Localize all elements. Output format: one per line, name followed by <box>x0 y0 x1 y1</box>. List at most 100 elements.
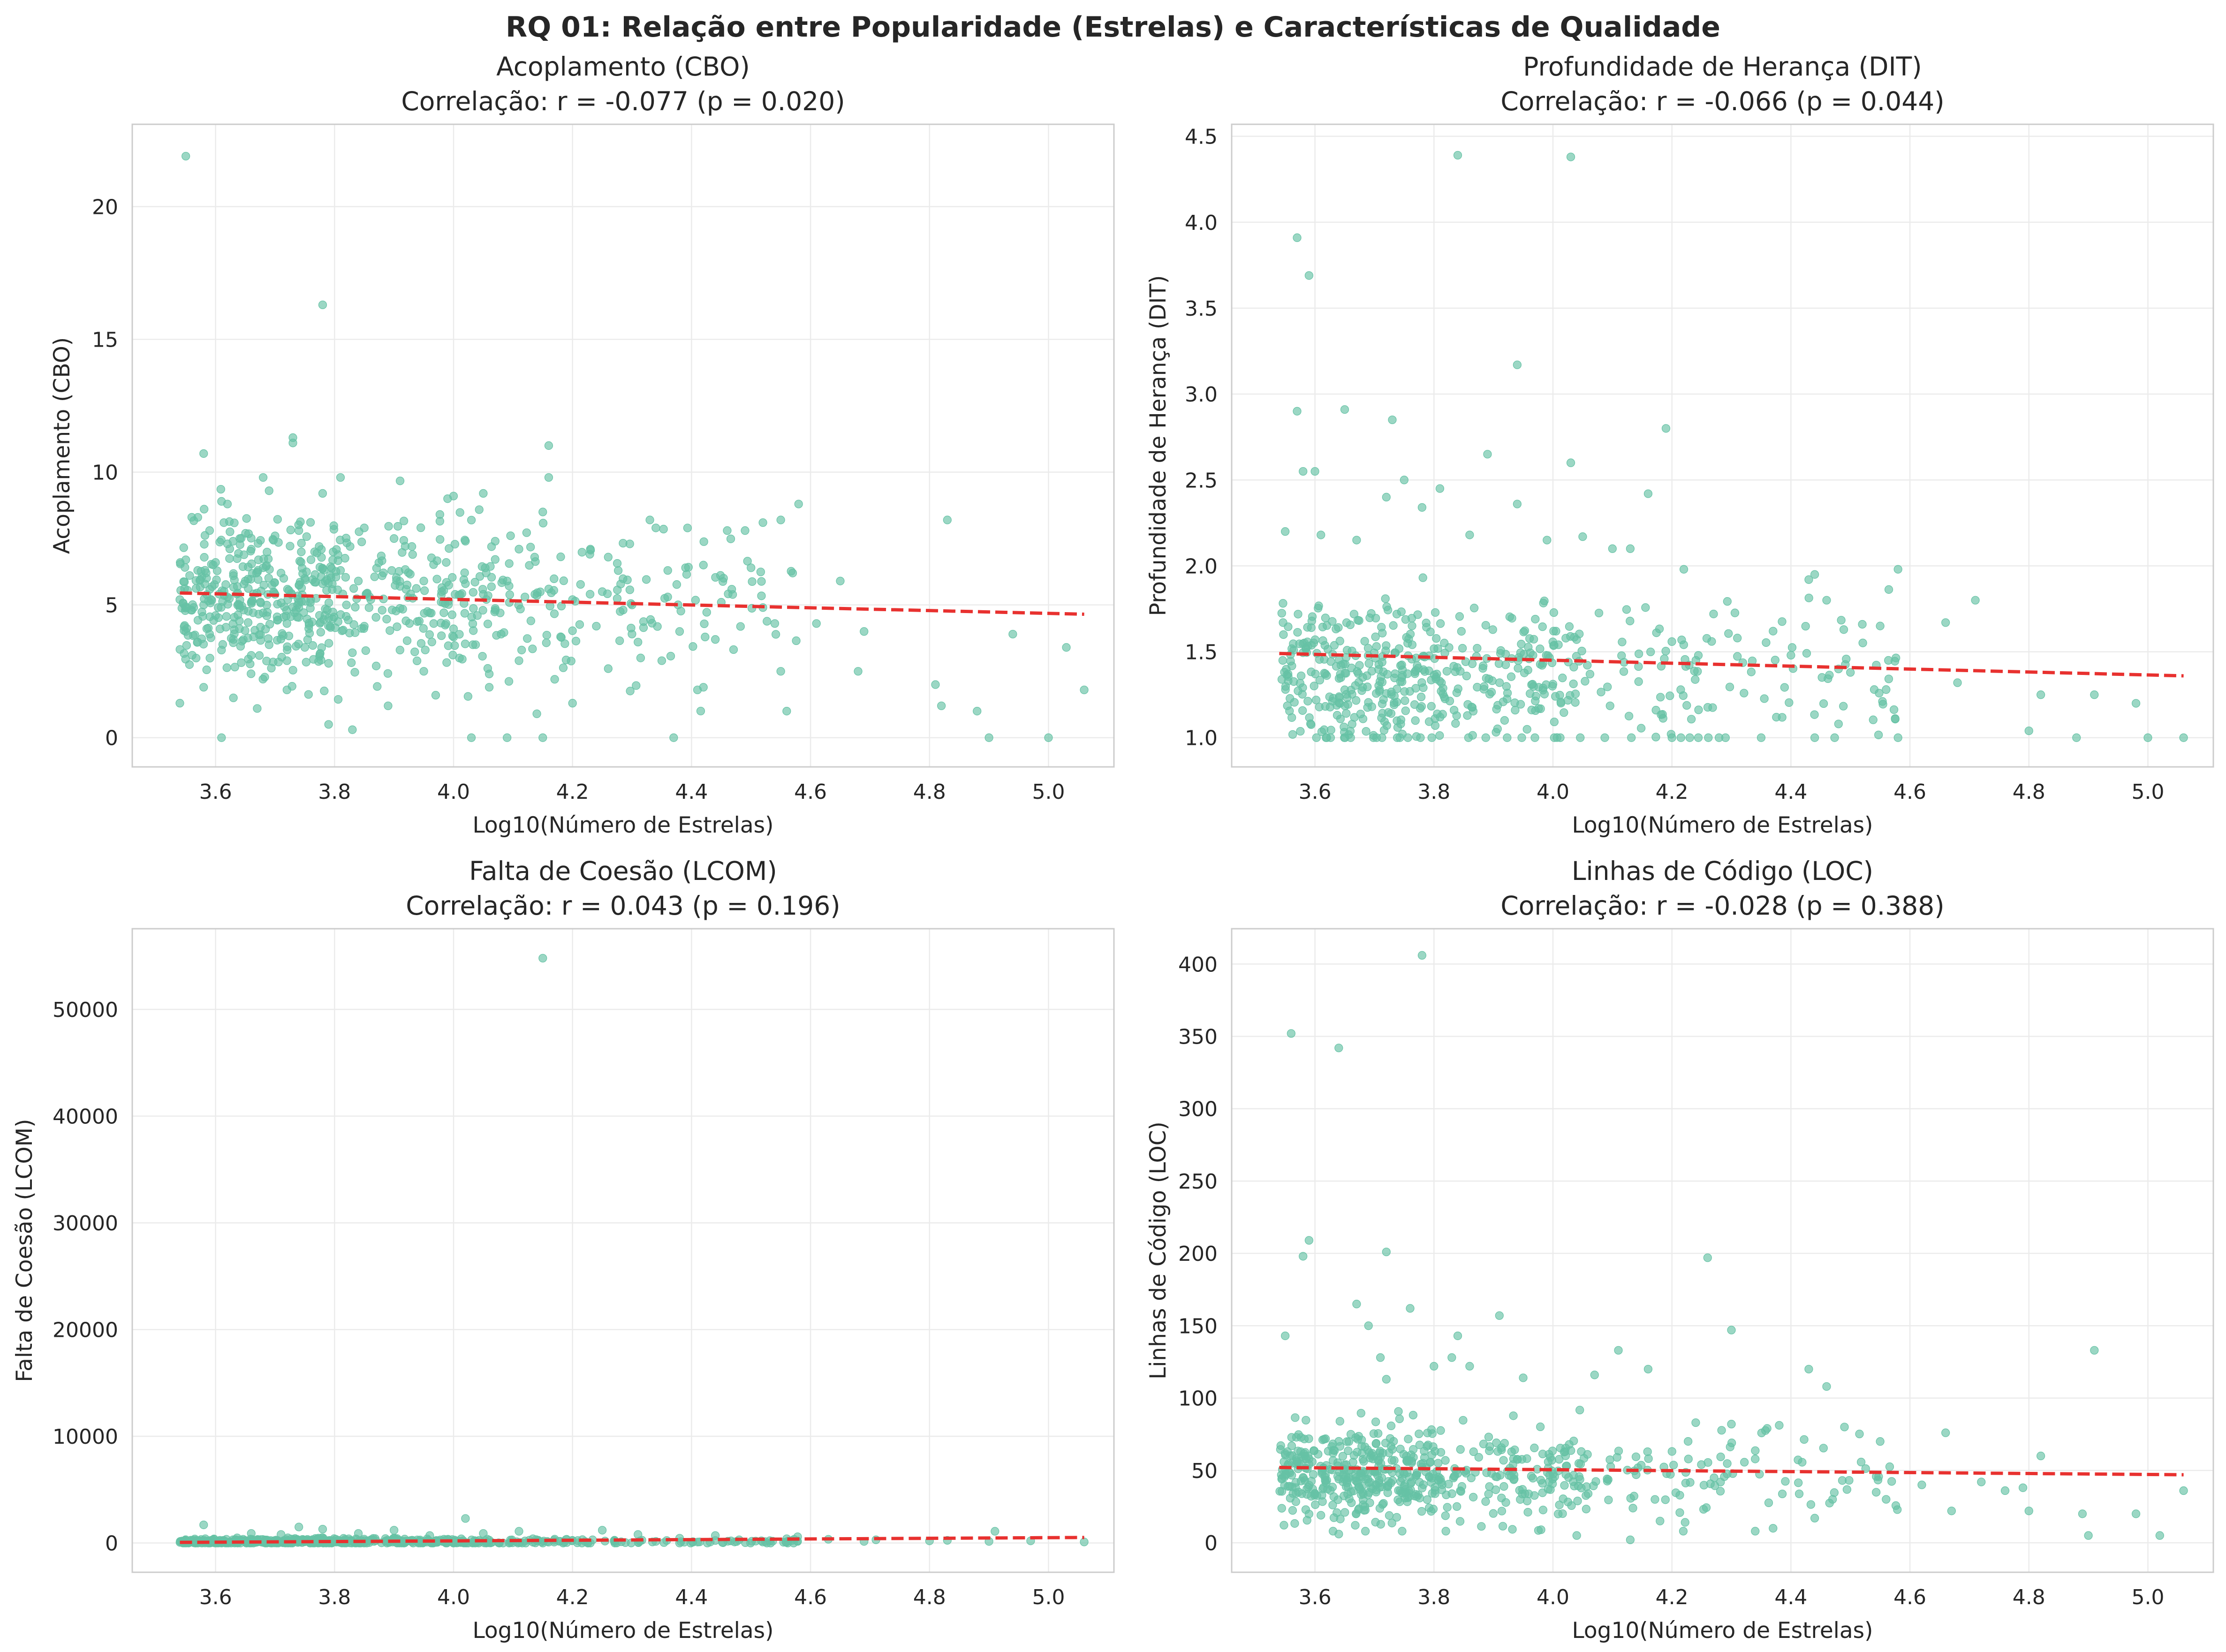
data-point <box>1080 1538 1089 1546</box>
data-point <box>1679 1527 1688 1536</box>
data-point <box>1556 697 1565 706</box>
data-point <box>455 653 464 662</box>
data-point <box>1456 1486 1465 1495</box>
data-point <box>444 581 453 590</box>
data-point <box>1582 1505 1590 1514</box>
data-point <box>1499 1456 1508 1465</box>
y-tick-label: 0 <box>105 1532 118 1556</box>
data-point <box>1293 628 1302 637</box>
data-point <box>282 619 291 628</box>
data-point <box>1810 733 1819 742</box>
data-point <box>604 664 613 673</box>
data-point <box>346 542 355 551</box>
data-point <box>1830 733 1839 742</box>
data-point <box>1893 733 1902 742</box>
data-point <box>200 540 209 549</box>
data-point <box>1304 271 1314 280</box>
data-point <box>1520 668 1529 677</box>
data-point <box>1561 634 1570 643</box>
data-point <box>429 619 438 628</box>
data-point <box>1569 679 1578 689</box>
data-point <box>1279 630 1288 639</box>
data-point <box>1282 665 1291 674</box>
data-point <box>651 523 660 532</box>
data-point <box>295 1523 303 1531</box>
data-point <box>316 618 325 627</box>
data-point <box>1570 633 1579 642</box>
data-point <box>371 661 381 670</box>
data-point <box>471 640 480 649</box>
data-point <box>1348 720 1356 728</box>
data-point <box>1401 696 1409 705</box>
data-point <box>282 685 291 694</box>
y-tick-label: 10 <box>92 461 118 485</box>
data-point <box>425 1531 434 1540</box>
data-point <box>387 566 396 575</box>
data-point <box>663 566 672 575</box>
data-point <box>1627 733 1636 742</box>
data-point <box>406 569 415 579</box>
data-point <box>244 584 253 593</box>
data-point <box>1617 651 1626 660</box>
data-point <box>1810 710 1819 719</box>
data-point <box>613 559 622 568</box>
data-point <box>1667 1447 1676 1456</box>
data-point <box>450 540 460 549</box>
data-point <box>653 622 662 631</box>
data-point <box>2155 1531 2164 1540</box>
data-point <box>1887 1477 1896 1486</box>
data-point <box>776 667 785 676</box>
data-point <box>515 656 523 665</box>
data-point <box>1581 677 1590 686</box>
data-point <box>2143 733 2152 742</box>
data-point <box>528 644 537 653</box>
data-point <box>408 550 417 559</box>
data-point <box>1304 1481 1314 1490</box>
data-point <box>1634 662 1643 671</box>
data-point <box>1356 1468 1365 1477</box>
data-point <box>576 580 585 589</box>
data-point <box>268 581 277 590</box>
data-point <box>1408 640 1417 649</box>
data-point <box>1377 1473 1386 1482</box>
data-point <box>215 538 224 546</box>
data-point <box>1488 625 1497 634</box>
data-point <box>288 666 297 674</box>
data-point <box>354 576 363 585</box>
data-point <box>398 548 407 557</box>
data-point <box>324 659 333 668</box>
data-point <box>515 545 523 553</box>
data-point <box>1717 1426 1726 1435</box>
data-point <box>318 564 327 573</box>
data-point <box>1413 610 1422 619</box>
data-point <box>625 585 634 594</box>
data-point <box>1483 450 1492 459</box>
data-point <box>1362 727 1370 736</box>
trend-line <box>180 591 1084 616</box>
data-point <box>1667 733 1676 742</box>
data-point <box>265 640 273 649</box>
data-point <box>295 580 304 589</box>
data-point <box>256 623 265 632</box>
figure-title: RQ 01: Relação entre Popularidade (Estre… <box>506 11 1720 44</box>
data-point <box>1386 1421 1396 1430</box>
data-point <box>538 519 548 528</box>
y-tick-label: 4.5 <box>1185 125 1218 149</box>
data-point <box>1542 680 1551 689</box>
chart-title: Linhas de Código (LOC) <box>1572 856 1873 886</box>
x-tick-label: 3.6 <box>199 780 232 804</box>
data-point <box>1329 694 1338 703</box>
data-point <box>1343 646 1352 655</box>
chart-subtitle: Correlação: r = -0.028 (p = 0.388) <box>1500 891 1944 921</box>
data-point <box>1524 643 1533 652</box>
data-point <box>1286 657 1295 666</box>
y-tick-label: 20 <box>92 195 118 219</box>
data-point <box>1726 1442 1734 1451</box>
x-axis-label: Log10(Número de Estrelas) <box>1572 812 1873 838</box>
data-point <box>1312 1491 1321 1500</box>
data-point <box>187 513 196 522</box>
data-point <box>1437 687 1446 696</box>
data-point <box>681 563 690 572</box>
data-point <box>1603 1474 1612 1484</box>
data-point <box>467 733 476 742</box>
